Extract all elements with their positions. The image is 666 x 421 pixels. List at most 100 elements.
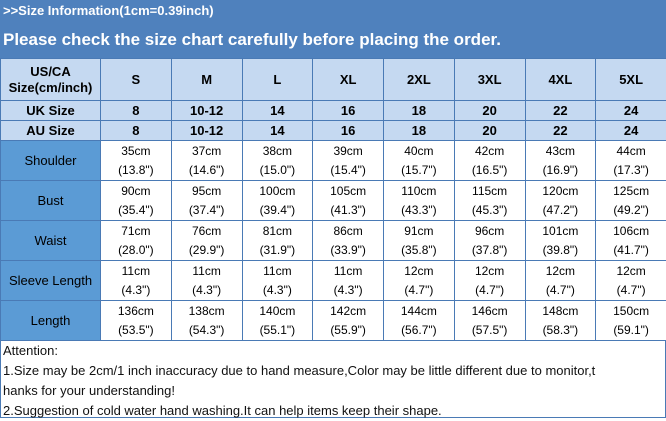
size-cell: 14 <box>242 121 313 141</box>
row-label: AU Size <box>1 121 101 141</box>
size-info-title: >>Size Information(1cm=0.39inch) <box>3 3 214 18</box>
measure-cell: 39cm(15.4") <box>313 141 384 181</box>
measure-cell: 144cm(56.7") <box>384 301 455 341</box>
cm-value: 142cm <box>313 302 383 321</box>
measure-cell: 142cm(55.9") <box>313 301 384 341</box>
cm-value: 100cm <box>243 182 313 201</box>
size-cell: 10-12 <box>171 101 242 121</box>
measure-cell: 11cm(4.3") <box>101 261 172 301</box>
inch-value: (49.2") <box>596 201 666 220</box>
inch-value: (4.7") <box>596 281 666 300</box>
inch-value: (4.3") <box>101 281 171 300</box>
size-cell: S <box>101 59 172 101</box>
inch-value: (15.7") <box>384 161 454 180</box>
inch-value: (56.7") <box>384 321 454 340</box>
cm-value: 90cm <box>101 182 171 201</box>
inch-value: (54.3") <box>172 321 242 340</box>
inch-value: (35.4") <box>101 201 171 220</box>
size-cell: 2XL <box>384 59 455 101</box>
measure-cell: 12cm(4.7") <box>525 261 596 301</box>
cm-value: 146cm <box>455 302 525 321</box>
cm-value: 95cm <box>172 182 242 201</box>
attention-line: 1.Size may be 2cm/1 inch inaccuracy due … <box>3 361 665 381</box>
measure-cell: 136cm(53.5") <box>101 301 172 341</box>
inch-value: (15.0") <box>243 161 313 180</box>
attention-line: hanks for your understanding! <box>3 381 665 401</box>
measure-cell: 150cm(59.1") <box>596 301 666 341</box>
measure-cell: 44cm(17.3") <box>596 141 666 181</box>
inch-value: (53.5") <box>101 321 171 340</box>
measure-cell: 12cm(4.7") <box>384 261 455 301</box>
cm-value: 12cm <box>384 262 454 281</box>
cm-value: 144cm <box>384 302 454 321</box>
size-cell: 24 <box>596 101 666 121</box>
size-cell: 10-12 <box>171 121 242 141</box>
inch-value: (15.4") <box>313 161 383 180</box>
size-cell: 18 <box>384 101 455 121</box>
cm-value: 140cm <box>243 302 313 321</box>
inch-value: (55.9") <box>313 321 383 340</box>
cm-value: 150cm <box>596 302 666 321</box>
measure-label: Length <box>1 301 101 341</box>
measure-cell: 12cm(4.7") <box>596 261 666 301</box>
measure-label: Waist <box>1 221 101 261</box>
measure-cell: 96cm(37.8") <box>454 221 525 261</box>
inch-value: (4.3") <box>243 281 313 300</box>
inch-value: (29.9") <box>172 241 242 260</box>
measure-cell: 120cm(47.2") <box>525 181 596 221</box>
cm-value: 120cm <box>526 182 596 201</box>
inch-value: (28.0") <box>101 241 171 260</box>
measure-cell: 42cm(16.5") <box>454 141 525 181</box>
size-cell: 22 <box>525 121 596 141</box>
inch-value: (13.8") <box>101 161 171 180</box>
measure-cell: 101cm(39.8") <box>525 221 596 261</box>
cm-value: 11cm <box>101 262 171 281</box>
cm-value: 37cm <box>172 142 242 161</box>
inch-value: (4.3") <box>313 281 383 300</box>
attention-box: Attention: 1.Size may be 2cm/1 inch inac… <box>0 341 666 418</box>
cm-value: 35cm <box>101 142 171 161</box>
measure-cell: 95cm(37.4") <box>171 181 242 221</box>
measure-cell: 81cm(31.9") <box>242 221 313 261</box>
measure-cell: 115cm(45.3") <box>454 181 525 221</box>
cm-value: 105cm <box>313 182 383 201</box>
inch-value: (39.4") <box>243 201 313 220</box>
inch-value: (35.8") <box>384 241 454 260</box>
cm-value: 11cm <box>172 262 242 281</box>
size-cell: L <box>242 59 313 101</box>
cm-value: 42cm <box>455 142 525 161</box>
cm-value: 12cm <box>455 262 525 281</box>
cm-value: 40cm <box>384 142 454 161</box>
measure-cell: 76cm(29.9") <box>171 221 242 261</box>
size-cell: XL <box>313 59 384 101</box>
cm-value: 11cm <box>243 262 313 281</box>
measure-cell: 35cm(13.8") <box>101 141 172 181</box>
size-cell: M <box>171 59 242 101</box>
size-chart-notice: Please check the size chart carefully be… <box>3 30 501 50</box>
measure-cell: 37cm(14.6") <box>171 141 242 181</box>
cm-value: 125cm <box>596 182 666 201</box>
measure-cell: 105cm(41.3") <box>313 181 384 221</box>
inch-value: (4.7") <box>455 281 525 300</box>
measure-cell: 90cm(35.4") <box>101 181 172 221</box>
inch-value: (58.3") <box>526 321 596 340</box>
measure-cell: 71cm(28.0") <box>101 221 172 261</box>
row-label: UK Size <box>1 101 101 121</box>
cm-value: 12cm <box>596 262 666 281</box>
inch-value: (47.2") <box>526 201 596 220</box>
cm-value: 12cm <box>526 262 596 281</box>
size-cell: 16 <box>313 121 384 141</box>
inch-value: (14.6") <box>172 161 242 180</box>
inch-value: (16.9") <box>526 161 596 180</box>
cm-value: 38cm <box>243 142 313 161</box>
measure-label: Shoulder <box>1 141 101 181</box>
size-cell: 8 <box>101 121 172 141</box>
cm-value: 71cm <box>101 222 171 241</box>
cm-value: 138cm <box>172 302 242 321</box>
